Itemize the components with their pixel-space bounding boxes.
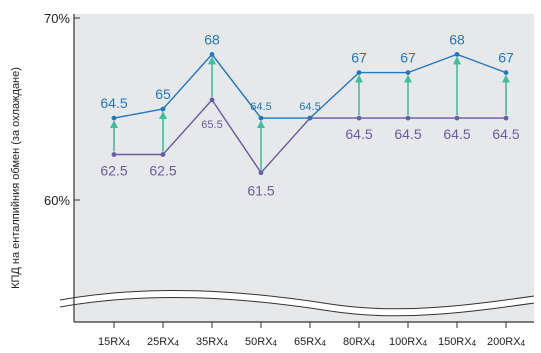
x-tick-label: 100RX4 — [389, 336, 428, 348]
x-tick-label: 25RX4 — [147, 336, 180, 348]
point-lower — [356, 115, 362, 121]
x-tick-label: 65RX4 — [294, 336, 327, 348]
data-label: 65 — [155, 86, 171, 102]
point-upper — [356, 70, 362, 75]
plot-background — [74, 14, 534, 322]
axis-break-line-upper — [59, 289, 535, 310]
point-upper — [258, 115, 264, 121]
point-upper — [405, 70, 411, 75]
point-group — [111, 52, 509, 176]
data-label: 68 — [449, 31, 465, 47]
y-axis-title: КПД на енталпийния обмен (за охлаждане) — [10, 67, 22, 289]
point-lower — [258, 170, 264, 176]
y-tick-label-70: 70% — [44, 11, 70, 26]
data-label: 64.5 — [250, 101, 271, 113]
data-label: 64.5 — [299, 101, 320, 113]
x-tick-group: 15RX4 25RX4 35RX4 50RX4 65RX4 80RX4 100RX4 150R… — [98, 322, 526, 348]
data-label: 62.5 — [100, 163, 127, 179]
point-upper — [160, 106, 166, 112]
data-label: 67 — [400, 50, 416, 66]
y-tick-label-60: 60% — [44, 193, 70, 208]
data-label: 64.5 — [345, 126, 372, 142]
data-label: 64.5 — [394, 126, 421, 142]
data-label: 64.5 — [492, 126, 519, 142]
data-label: 68 — [204, 31, 220, 47]
point-lower — [111, 152, 117, 157]
point-lower — [160, 152, 166, 157]
x-tick-label: 200RX4 — [487, 336, 526, 348]
point-upper — [454, 52, 460, 57]
data-label: 61.5 — [247, 183, 274, 199]
x-tick-label: 150RX4 — [438, 336, 477, 348]
data-label: 64.5 — [443, 126, 470, 142]
data-label: 67 — [351, 50, 367, 66]
point-upper — [503, 70, 509, 75]
data-label: 64.5 — [100, 95, 127, 111]
x-tick-label: 80RX4 — [343, 336, 376, 348]
arrow-group — [110, 56, 510, 170]
point-lower — [405, 115, 411, 121]
x-tick-label: 35RX4 — [196, 336, 229, 348]
data-label: 67 — [498, 50, 514, 66]
point-upper — [209, 52, 215, 57]
data-label-group: 64.5 65 68 64.5 64.5 67 67 68 67 62.5 62.5 65.5 61.5… — [100, 31, 519, 198]
data-label: 65.5 — [201, 119, 222, 131]
point-lower — [454, 115, 460, 121]
axis-break-line-lower — [59, 296, 535, 317]
x-tick-label: 50RX4 — [245, 336, 278, 348]
point-lower — [209, 97, 215, 103]
point-lower — [503, 115, 509, 121]
point-upper — [307, 115, 313, 121]
data-label: 62.5 — [149, 163, 176, 179]
point-upper — [111, 115, 117, 121]
axis-break-fill — [60, 290, 534, 316]
x-tick-label: 15RX4 — [98, 336, 131, 348]
